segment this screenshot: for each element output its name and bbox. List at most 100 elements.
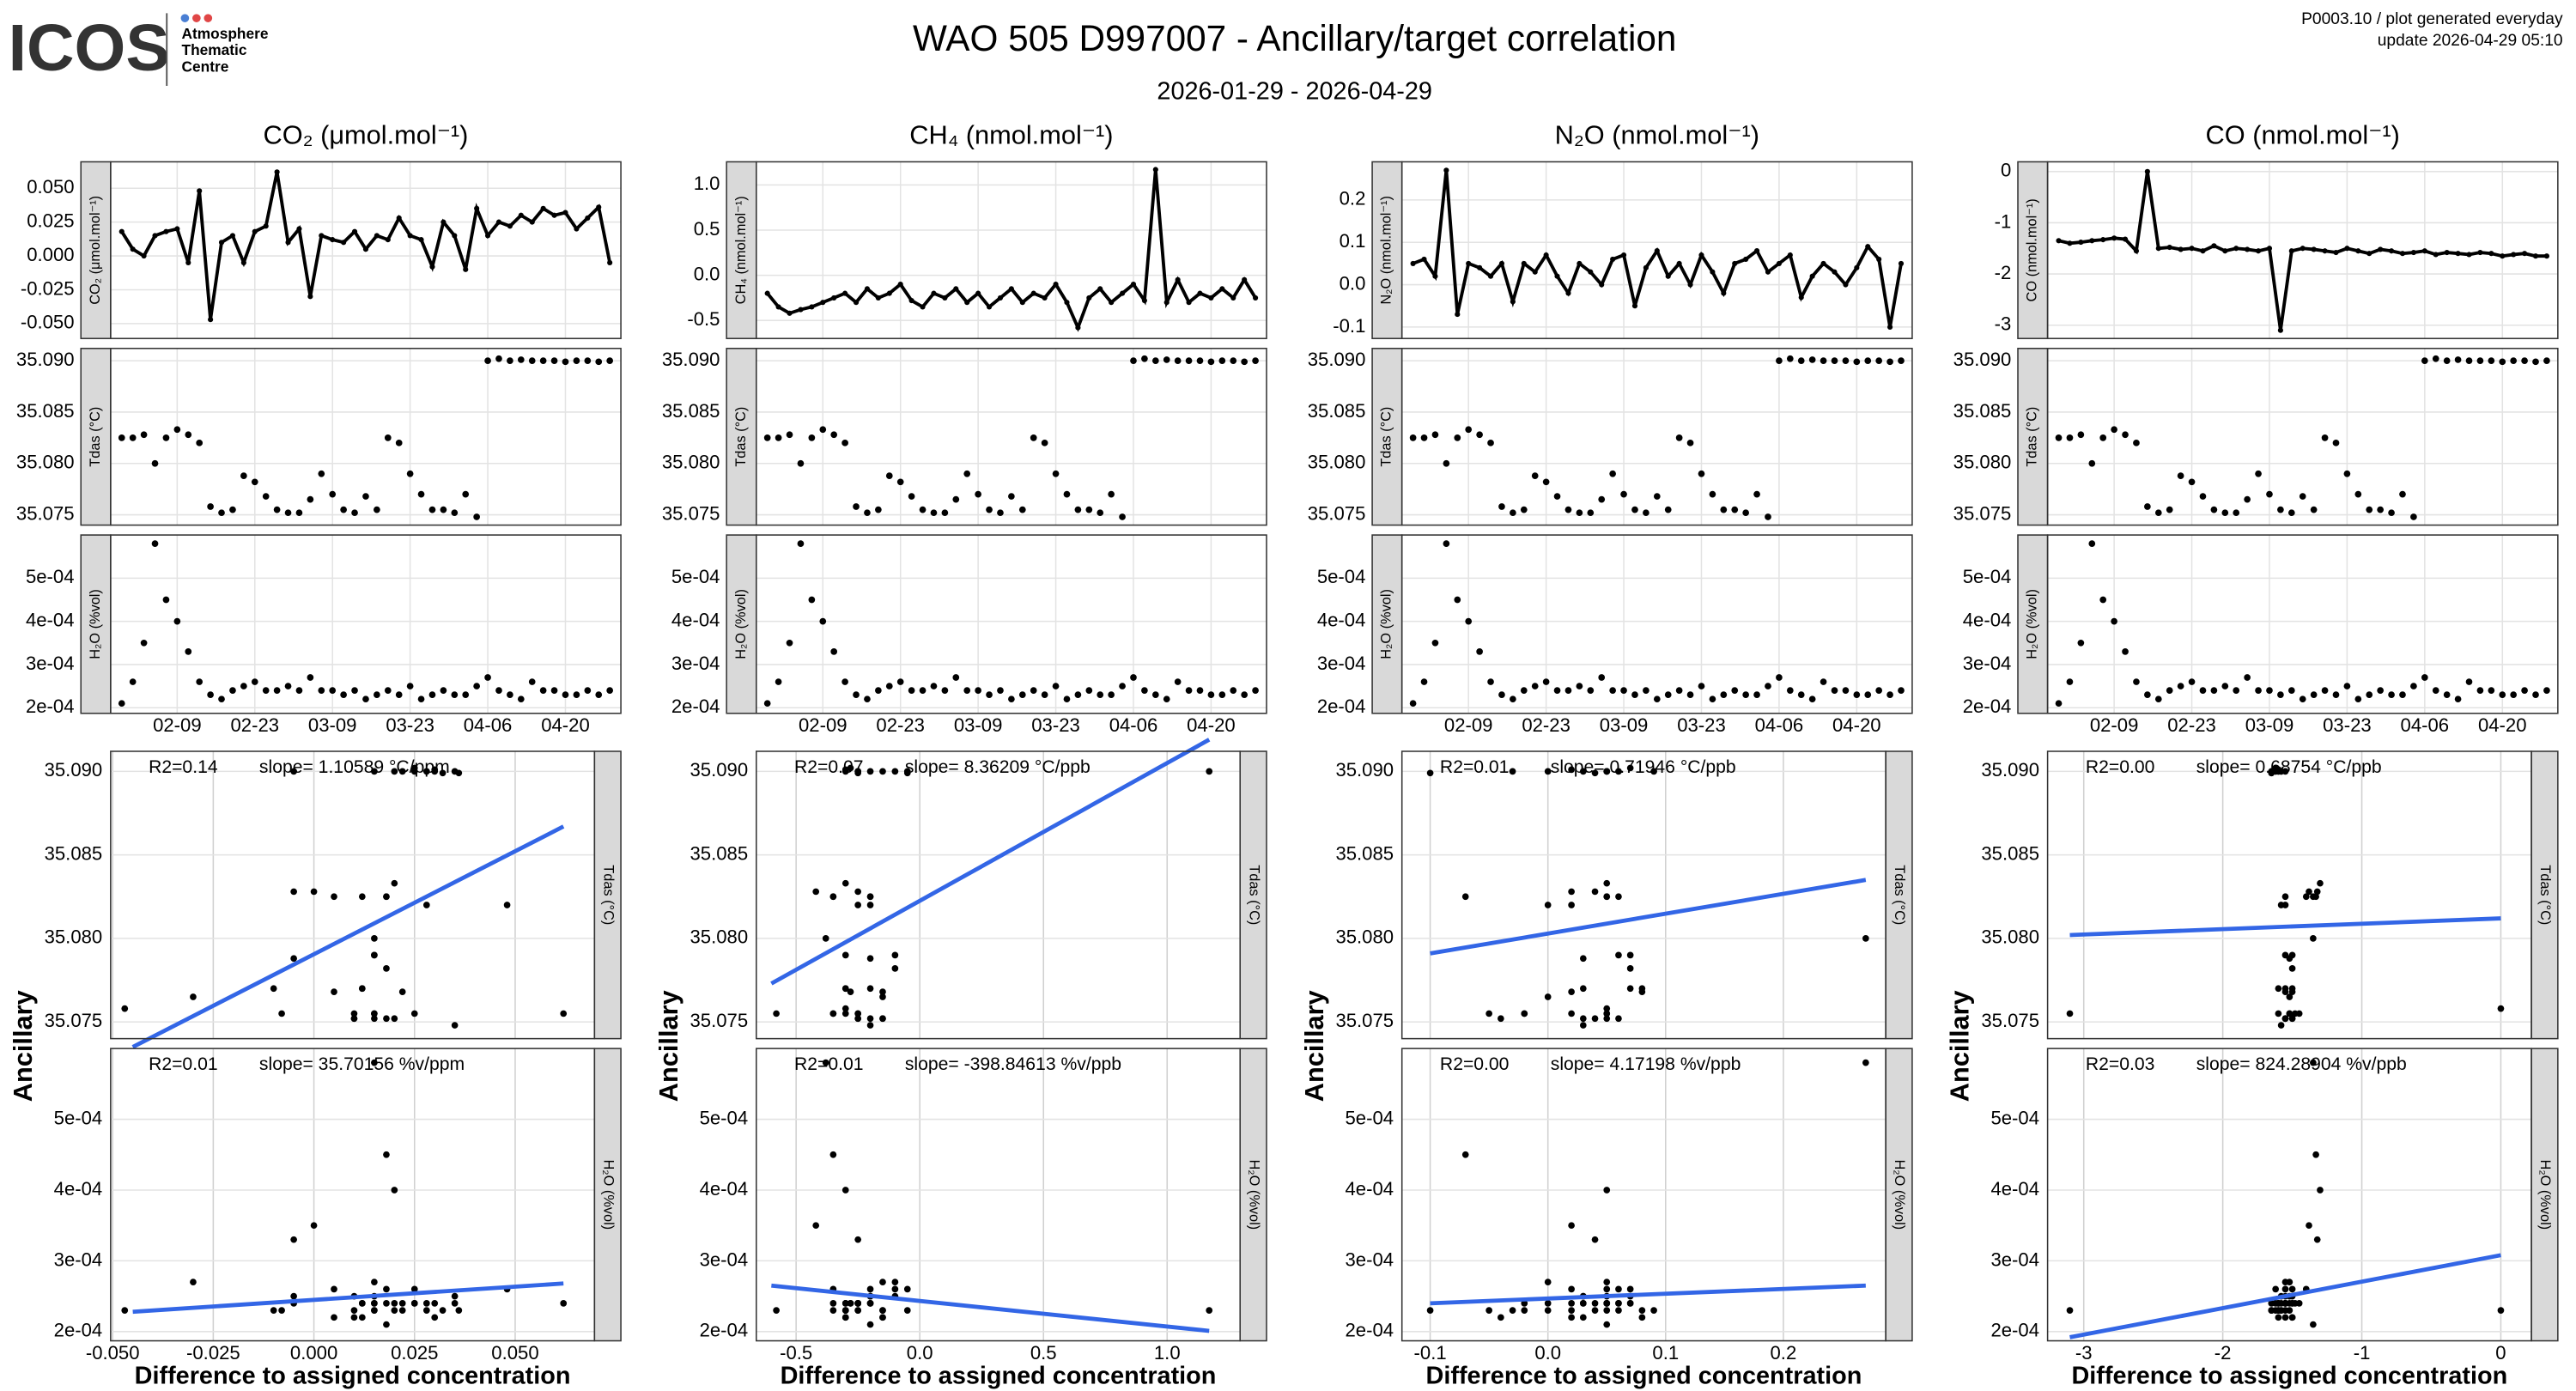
data-point [406, 470, 414, 477]
r2-annotation: R2=0.00 [1440, 1054, 1510, 1074]
scatter-point [854, 768, 862, 775]
scatter-point [2288, 988, 2296, 995]
column-title: CH₄ (nmol.mol⁻¹) [909, 120, 1113, 150]
y-tick-label: 3e-04 [700, 1248, 749, 1270]
scatter-point [1544, 993, 1552, 1000]
fit-line [2069, 916, 2501, 938]
data-point [584, 357, 592, 364]
scatter-point [2275, 985, 2282, 993]
strip [80, 347, 112, 526]
strip [2530, 1048, 2559, 1342]
scatter-point [1568, 1300, 1575, 1307]
data-point [763, 434, 771, 441]
scatter-point [866, 955, 874, 963]
scatter-point [391, 879, 398, 887]
y-tick-label: 35.090 [690, 759, 749, 781]
data-point [1097, 509, 1104, 517]
slope-annotation: slope= 35.70156 %v/ppm [259, 1054, 465, 1074]
scatter-point [371, 1279, 378, 1285]
scatter-point [310, 1222, 318, 1230]
panel-background [756, 535, 1267, 714]
scatter-point [829, 893, 837, 901]
panel-background [2047, 535, 2558, 714]
scatter-point [1568, 988, 1575, 995]
data-point [830, 648, 838, 655]
scatter-point [854, 1236, 862, 1243]
data-point [1531, 472, 1539, 479]
scatter-point [1591, 1300, 1599, 1307]
data-point [2211, 243, 2217, 249]
data-point [1042, 295, 1048, 301]
scatter-point [1650, 768, 1657, 775]
data-point [2388, 509, 2395, 517]
data-point [986, 304, 993, 310]
scatter-point [1521, 1307, 1528, 1314]
x-tick-label: 02-09 [2090, 714, 2139, 736]
x-tick-label: -0.050 [86, 1342, 140, 1364]
data-point [1119, 290, 1126, 296]
strip [80, 534, 112, 714]
data-point [2078, 240, 2084, 246]
data-point [809, 304, 815, 310]
scatter-point [1603, 768, 1611, 775]
data-point [1643, 687, 1649, 694]
data-point [1454, 596, 1461, 604]
data-point [351, 687, 358, 694]
data-point [1420, 678, 1428, 685]
x-tick-label: -0.1 [1414, 1342, 1447, 1364]
data-point [2245, 246, 2251, 252]
data-point [2166, 687, 2173, 694]
data-point [1776, 357, 1783, 364]
data-point [1797, 357, 1805, 364]
data-point [1498, 260, 1505, 266]
data-point [1609, 687, 1616, 694]
scatter-point [2313, 888, 2321, 896]
data-point [2066, 678, 2074, 685]
y-tick-label: 3e-04 [54, 1248, 103, 1270]
scatter-point [331, 1285, 337, 1293]
data-point [484, 357, 491, 364]
data-point [1086, 295, 1092, 301]
data-point [451, 509, 459, 517]
scatter-point [2288, 1015, 2296, 1023]
data-point [786, 431, 793, 439]
scatter-point [1579, 1300, 1587, 1307]
data-point [307, 294, 313, 300]
scatter-point [1626, 1285, 1634, 1293]
y-tick-label: 4e-04 [26, 609, 75, 630]
data-point [1141, 355, 1148, 362]
data-point [1820, 678, 1827, 685]
panel-background [756, 161, 1267, 339]
data-point [1631, 303, 1638, 309]
scatter-point [1603, 1279, 1611, 1285]
data-point [1554, 273, 1560, 279]
scatter-point [854, 902, 862, 908]
x-tick-label: 02-23 [230, 714, 279, 736]
scatter-point [422, 1300, 430, 1307]
scatter-point [398, 1307, 406, 1314]
data-point [864, 509, 871, 517]
data-point [2300, 246, 2306, 252]
data-point [2521, 687, 2528, 694]
r2-annotation: R2=0.07 [794, 757, 864, 777]
data-point [1074, 691, 1082, 698]
x-tick-label: 02-09 [153, 714, 202, 736]
y-tick-label: 35.075 [1953, 502, 2012, 524]
data-point [196, 678, 204, 685]
data-point [362, 246, 369, 252]
data-point [1207, 358, 1215, 366]
y-tick-label: 0.050 [27, 176, 74, 197]
data-point [329, 687, 337, 694]
data-point [2210, 506, 2218, 513]
slope-annotation: slope= 0.68754 °C/ppb [2196, 757, 2382, 777]
scatter-point [391, 1307, 398, 1314]
scatter-point [455, 769, 463, 777]
data-point [1175, 276, 1181, 282]
data-point [1252, 687, 1259, 694]
scatter-point [1579, 1314, 1587, 1321]
scatter-point [1603, 1300, 1611, 1307]
data-point [2188, 678, 2196, 685]
scatter-point [2277, 1307, 2285, 1314]
data-point [318, 687, 325, 694]
